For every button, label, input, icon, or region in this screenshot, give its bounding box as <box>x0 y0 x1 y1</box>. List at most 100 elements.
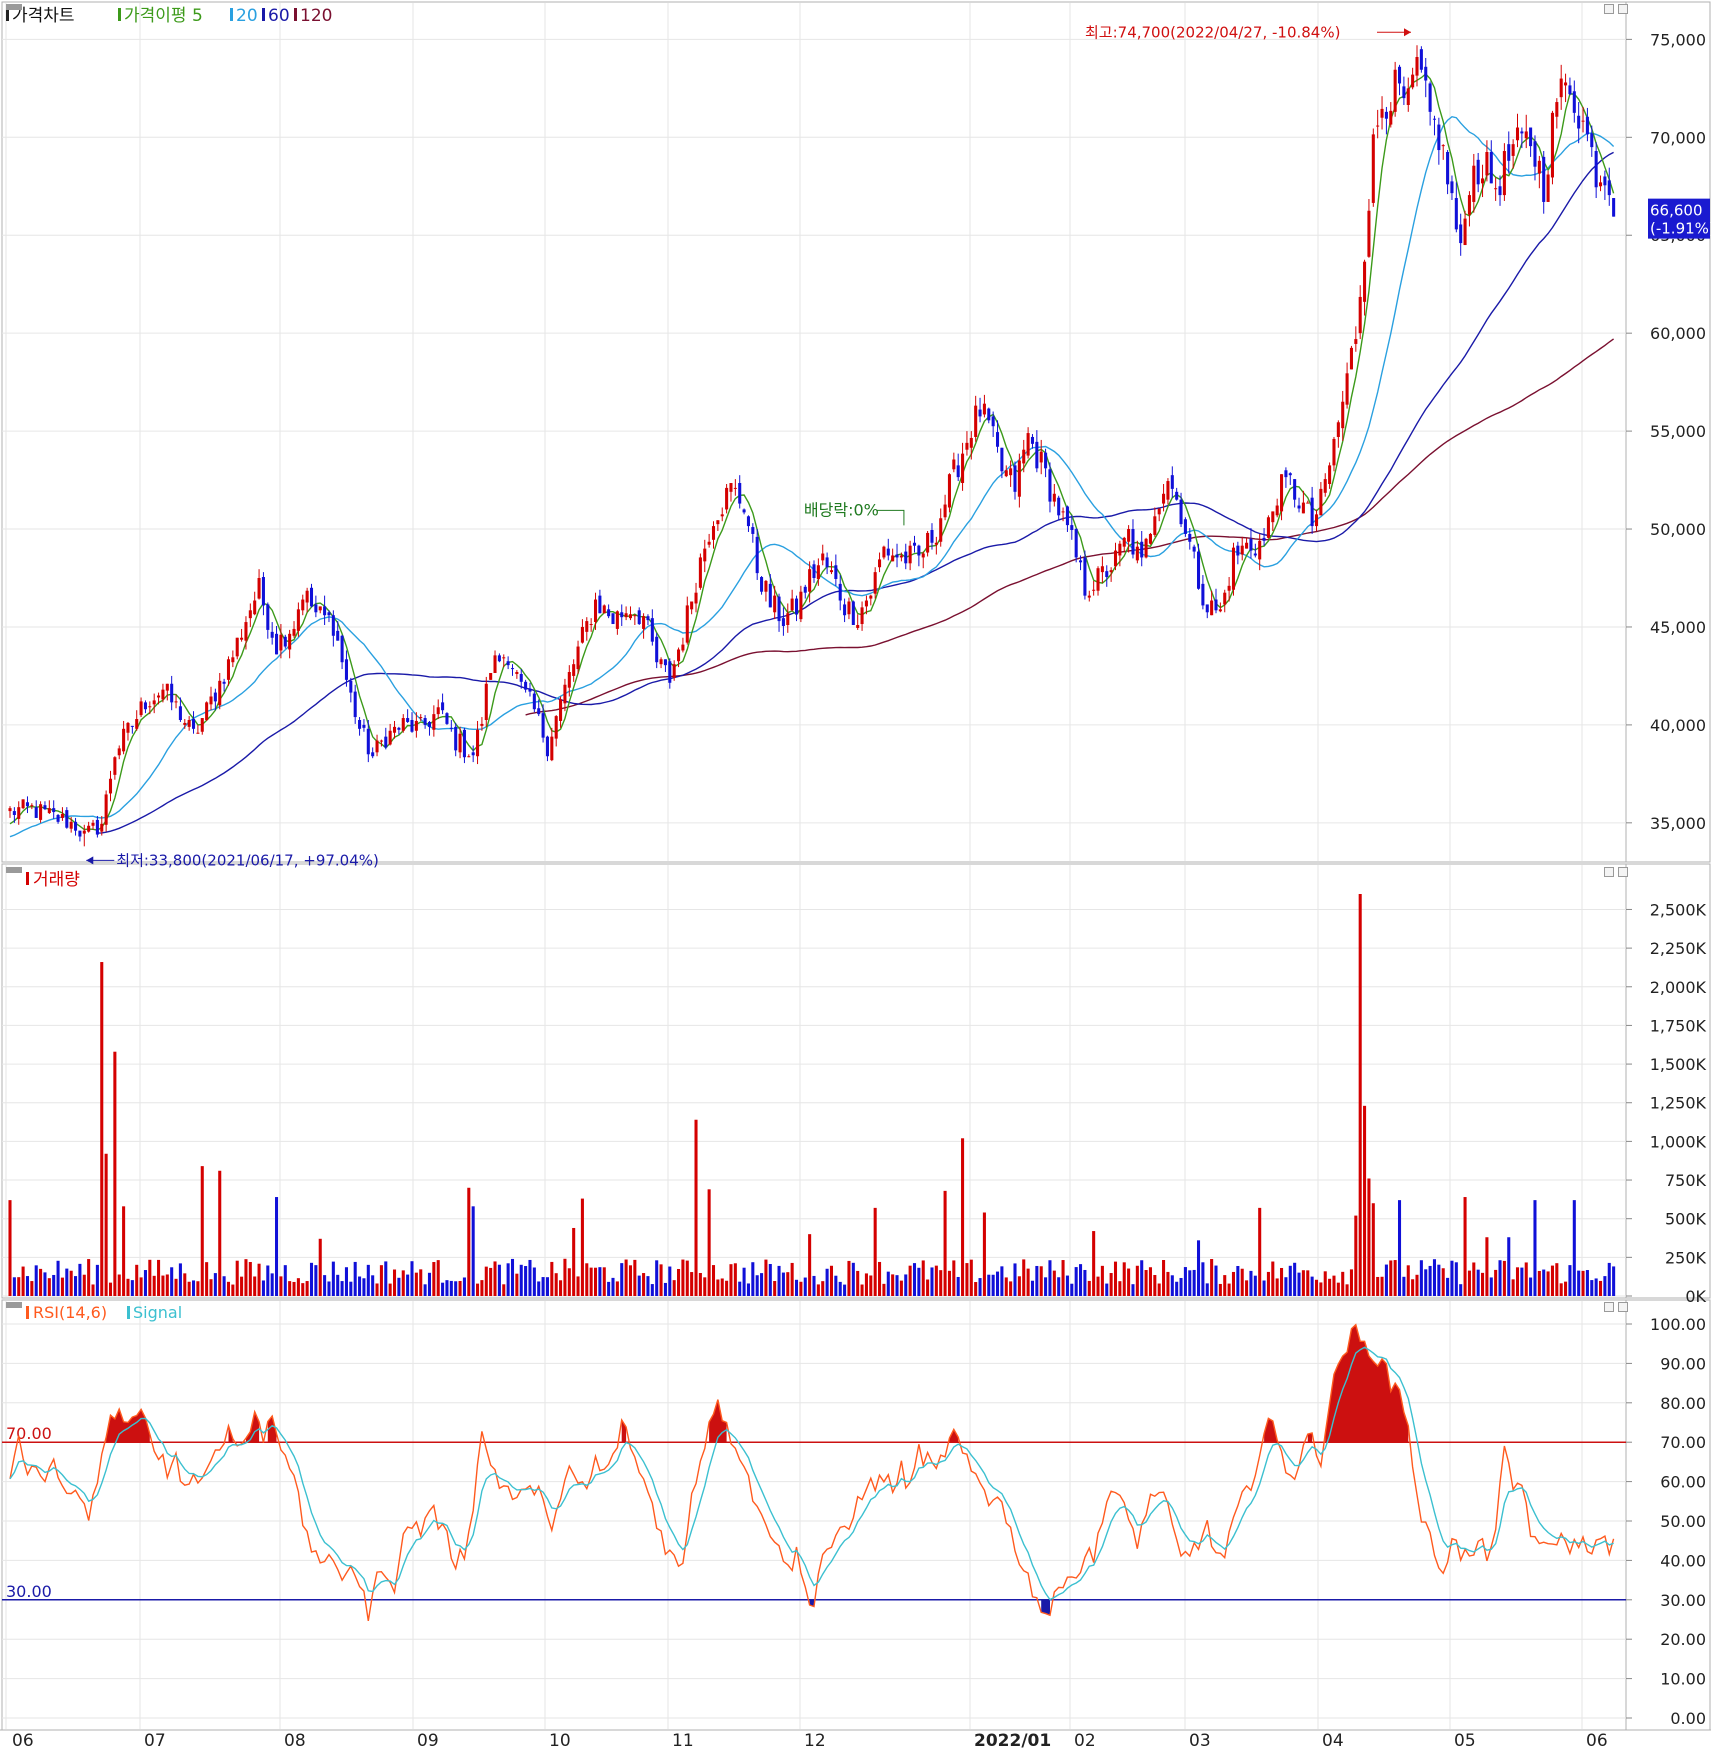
price-pane-close-button[interactable] <box>1618 4 1628 14</box>
volume-bar <box>808 1234 812 1296</box>
candle-body <box>856 625 860 628</box>
volume-bar <box>174 1278 178 1296</box>
volume-bar <box>1524 1262 1528 1296</box>
candle-body <box>685 605 689 643</box>
candle-body <box>1070 525 1074 531</box>
volume-bar <box>1568 1265 1572 1296</box>
candle-body <box>1131 529 1135 555</box>
candle-body <box>231 657 235 663</box>
price-legend-marker <box>6 8 9 21</box>
volume-bar <box>1192 1269 1196 1296</box>
volume-bar <box>1476 1269 1480 1296</box>
volume-bar <box>170 1267 174 1296</box>
candle-body <box>187 720 191 727</box>
candle-body <box>353 691 357 718</box>
volume-bar <box>266 1265 270 1296</box>
candle-body <box>1481 178 1485 184</box>
volume-bar <box>130 1280 134 1296</box>
candle-body <box>969 437 973 448</box>
candle-body <box>1568 85 1572 95</box>
candle-body <box>52 808 56 813</box>
volume-bar <box>711 1265 716 1296</box>
candle-body <box>1148 533 1152 544</box>
rsi-y-tick-label: 90.00 <box>1660 1354 1706 1373</box>
rsi-pane-minimize-button[interactable] <box>1604 1302 1614 1312</box>
volume-bar <box>646 1276 650 1296</box>
candle-body <box>406 718 410 722</box>
volume-bar <box>1332 1275 1336 1296</box>
volume-y-tick-label: 1,750K <box>1650 1016 1707 1035</box>
candle-body <box>445 713 449 724</box>
volume-bar <box>1118 1281 1122 1296</box>
candle-body <box>598 595 602 614</box>
candle-body <box>1424 66 1428 81</box>
candle-body <box>663 659 667 666</box>
volume-bar <box>869 1275 873 1296</box>
candle-body <box>1376 125 1380 127</box>
x-axis-label: 11 <box>672 1731 694 1751</box>
volume-bar <box>406 1274 410 1296</box>
candle-body <box>82 830 86 834</box>
candle-body <box>786 613 790 626</box>
volume-bar <box>572 1227 576 1296</box>
candle-body <box>1013 465 1017 492</box>
candle-body <box>108 778 113 794</box>
candle-body <box>47 808 51 814</box>
volume-bar <box>633 1259 637 1296</box>
volume-bar <box>860 1284 864 1296</box>
volume-bar <box>191 1280 196 1296</box>
candle-body <box>746 516 750 527</box>
volume-bar <box>1022 1259 1026 1296</box>
candle-body <box>1218 609 1222 612</box>
price-legend-title: 가격차트 <box>12 6 75 26</box>
volume-bar <box>432 1262 436 1296</box>
candle-body <box>458 733 462 753</box>
price-y-tick-label: 50,000 <box>1650 520 1706 539</box>
candle-body <box>624 613 628 618</box>
candle-body <box>576 646 580 670</box>
candle-body <box>716 520 720 525</box>
volume-bar <box>1546 1271 1550 1296</box>
volume-bar <box>240 1276 244 1296</box>
candle-body <box>401 718 405 731</box>
candle-body <box>611 613 615 625</box>
volume-pane-minimize-button[interactable] <box>1604 867 1614 877</box>
candle-body <box>790 598 794 611</box>
volume-bar <box>716 1279 720 1296</box>
candle-body <box>56 814 60 822</box>
candle-body <box>270 631 274 638</box>
candle-body <box>148 706 152 708</box>
volume-bar <box>1358 894 1362 1296</box>
volume-bar <box>559 1280 563 1296</box>
rsi-y-tick-label: 10.00 <box>1660 1670 1706 1689</box>
candle-body <box>1533 141 1537 167</box>
volume-bar <box>589 1267 593 1296</box>
rsi-y-tick-label: 20.00 <box>1660 1630 1706 1649</box>
volume-bar <box>301 1283 305 1296</box>
rsi-pane-close-button[interactable] <box>1618 1302 1628 1312</box>
candle-body <box>1105 571 1109 578</box>
volume-bar <box>934 1265 938 1296</box>
volume-bar <box>449 1280 453 1296</box>
volume-bar <box>52 1274 56 1296</box>
candle-body <box>1328 465 1332 484</box>
candle-body <box>939 518 943 542</box>
rsi-overbought-fill <box>106 1409 150 1443</box>
volume-bar <box>231 1284 235 1296</box>
candle-body <box>95 819 99 835</box>
volume-pane-close-button[interactable] <box>1618 867 1628 877</box>
candle-body <box>934 542 938 545</box>
volume-bar <box>1218 1283 1222 1296</box>
volume-bar <box>615 1281 619 1296</box>
candle-body <box>1336 422 1340 437</box>
volume-bar <box>1428 1265 1432 1296</box>
volume-bar <box>576 1276 580 1296</box>
price-pane-minimize-button[interactable] <box>1604 4 1614 14</box>
candle-body <box>528 688 532 692</box>
volume-bar <box>445 1280 449 1296</box>
volume-bar <box>856 1270 860 1296</box>
volume-bar <box>703 1277 707 1296</box>
candle-body <box>1511 144 1515 156</box>
candle-body <box>1459 224 1463 244</box>
